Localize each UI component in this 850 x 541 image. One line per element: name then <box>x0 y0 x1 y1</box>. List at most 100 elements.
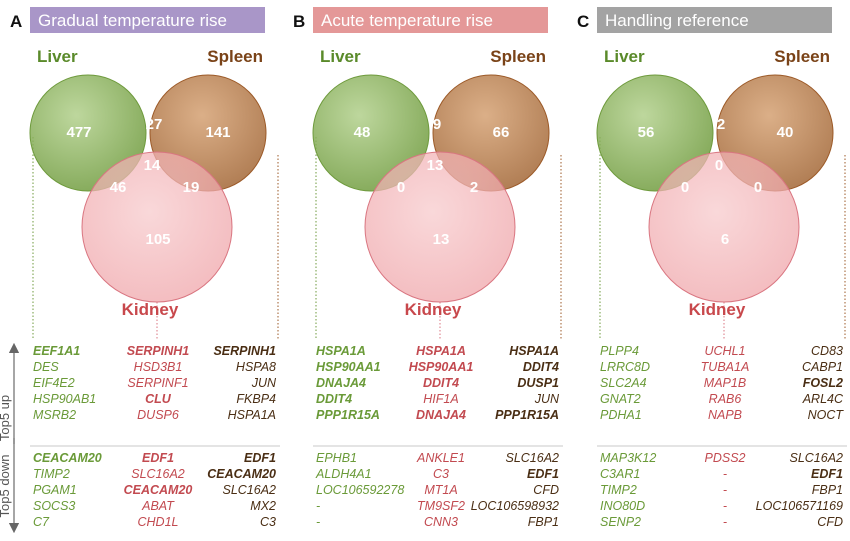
gene-up-liver: PDHA1 <box>600 408 642 422</box>
gene-down-spleen: EDF1 <box>811 467 843 481</box>
gene-down-kidney: C3 <box>433 467 449 481</box>
gene-up-liver: SLC2A4 <box>600 376 647 390</box>
liver-circle <box>29 74 147 192</box>
gene-down-kidney: CHD1L <box>138 515 179 529</box>
liver-circle <box>312 74 430 192</box>
gene-down-liver: MAP3K12 <box>600 451 656 465</box>
gene-down-liver: C7 <box>33 515 50 529</box>
gene-up-spleen: JUN <box>534 392 560 406</box>
top5-up-label: Top5 up <box>0 395 12 441</box>
gene-up-spleen: FKBP4 <box>236 392 276 406</box>
gene-up-kidney: CLU <box>145 392 172 406</box>
gene-up-liver: PLPP4 <box>600 344 639 358</box>
gene-up-kidney: UCHL1 <box>705 344 746 358</box>
kidney-label: Kidney <box>122 300 179 319</box>
gene-up-spleen: PPP1R15A <box>495 408 559 422</box>
count-all: 13 <box>427 157 444 174</box>
kidney-circle <box>648 151 800 303</box>
count-liver-kidney: 46 <box>110 179 127 196</box>
liver-label: Liver <box>37 47 78 66</box>
gene-up-kidney: DUSP6 <box>137 408 179 422</box>
count-all: 0 <box>715 157 723 174</box>
gene-down-spleen: LOC106598932 <box>471 499 559 513</box>
gene-down-liver: LOC106592278 <box>316 483 404 497</box>
gene-down-spleen: SLC16A2 <box>222 483 276 497</box>
gene-down-liver: CEACAM20 <box>33 451 102 465</box>
gene-up-kidney: MAP1B <box>704 376 746 390</box>
gene-up-liver: EIF4E2 <box>33 376 75 390</box>
gene-down-spleen: EDF1 <box>527 467 559 481</box>
gene-down-liver: ALDH4A1 <box>315 467 372 481</box>
gene-down-spleen: MX2 <box>250 499 276 513</box>
panel-title: Acute temperature rise <box>321 11 493 30</box>
gene-up-liver: PPP1R15A <box>316 408 380 422</box>
panel-header-bar <box>597 7 832 33</box>
panel-a: A Gradual temperature rise Liver Spleen Kidn… <box>10 7 280 529</box>
liver-label: Liver <box>604 47 645 66</box>
gene-up-kidney: SERPINH1 <box>127 344 190 358</box>
gene-down-spleen: SLC16A2 <box>789 451 843 465</box>
count-spleen-kidney: 19 <box>183 179 200 196</box>
panel-letter: C <box>577 12 589 31</box>
gene-up-spleen: DUSP1 <box>517 376 559 390</box>
gene-down-kidney: - <box>723 483 727 497</box>
count-liver-only: 48 <box>354 124 371 141</box>
gene-down-kidney: ABAT <box>141 499 175 513</box>
gene-down-kidney: - <box>723 515 727 529</box>
gene-down-spleen: CFD <box>817 515 843 529</box>
gene-up-liver: HSP90AA1 <box>316 360 381 374</box>
gene-up-liver: DES <box>33 360 59 374</box>
count-spleen-kidney: 2 <box>470 179 478 196</box>
top5-down-label: Top5 down <box>0 455 12 518</box>
gene-down-kidney: PDSS2 <box>705 451 746 465</box>
gene-up-spleen: DDIT4 <box>523 360 559 374</box>
gene-down-liver: EPHB1 <box>316 451 357 465</box>
panel-c: C Handling reference Liver Spleen Kidney 56 40… <box>577 7 847 529</box>
gene-up-liver: HSPA1A <box>316 344 366 358</box>
gene-up-spleen: CABP1 <box>802 360 843 374</box>
gene-up-liver: EEF1A1 <box>33 344 80 358</box>
liver-label: Liver <box>320 47 361 66</box>
gene-up-liver: MSRB2 <box>33 408 76 422</box>
gene-up-kidney: NAPB <box>708 408 742 422</box>
count-kidney-only: 13 <box>433 231 450 248</box>
gene-up-kidney: TUBA1A <box>701 360 750 374</box>
gene-up-spleen: NOCT <box>808 408 845 422</box>
gene-down-liver: TIMP2 <box>600 483 637 497</box>
gene-down-kidney: CEACAM20 <box>124 483 193 497</box>
gene-down-spleen: C3 <box>260 515 276 529</box>
panel-letter: B <box>293 12 305 31</box>
gene-down-liver: SENP2 <box>600 515 641 529</box>
gene-up-liver: HSP90AB1 <box>33 392 96 406</box>
gene-down-spleen: FBP1 <box>528 515 559 529</box>
gene-up-kidney: HSP90AA1 <box>409 360 474 374</box>
gene-down-liver: SOCS3 <box>33 499 75 513</box>
count-spleen-only: 141 <box>205 124 230 141</box>
spleen-label: Spleen <box>207 47 263 66</box>
gene-down-liver: - <box>316 499 320 513</box>
gene-down-kidney: CNN3 <box>424 515 458 529</box>
gene-down-spleen: CFD <box>533 483 559 497</box>
gene-up-spleen: HSPA1A <box>228 408 276 422</box>
gene-down-spleen: FBP1 <box>812 483 843 497</box>
panel-b: B Acute temperature rise Liver Spleen Kidney… <box>293 7 563 529</box>
gene-up-spleen: HSPA1A <box>509 344 559 358</box>
spleen-label: Spleen <box>774 47 830 66</box>
gene-down-kidney: - <box>723 467 727 481</box>
kidney-circle <box>364 151 516 303</box>
top5-axis: Top5 up Top5 down <box>0 342 20 534</box>
gene-up-kidney: HIF1A <box>423 392 458 406</box>
gene-down-spleen: EDF1 <box>244 451 276 465</box>
gene-down-spleen: LOC106571169 <box>756 499 843 513</box>
panel-header-bar <box>30 7 265 33</box>
gene-up-liver: DDIT4 <box>316 392 352 406</box>
gene-down-kidney: TM9SF2 <box>417 499 465 513</box>
panel-header-bar <box>313 7 548 33</box>
kidney-circle <box>81 151 233 303</box>
count-all: 14 <box>144 157 161 174</box>
gene-up-spleen: CD83 <box>811 344 843 358</box>
kidney-label: Kidney <box>405 300 462 319</box>
gene-down-kidney: - <box>723 499 727 513</box>
spleen-label: Spleen <box>490 47 546 66</box>
